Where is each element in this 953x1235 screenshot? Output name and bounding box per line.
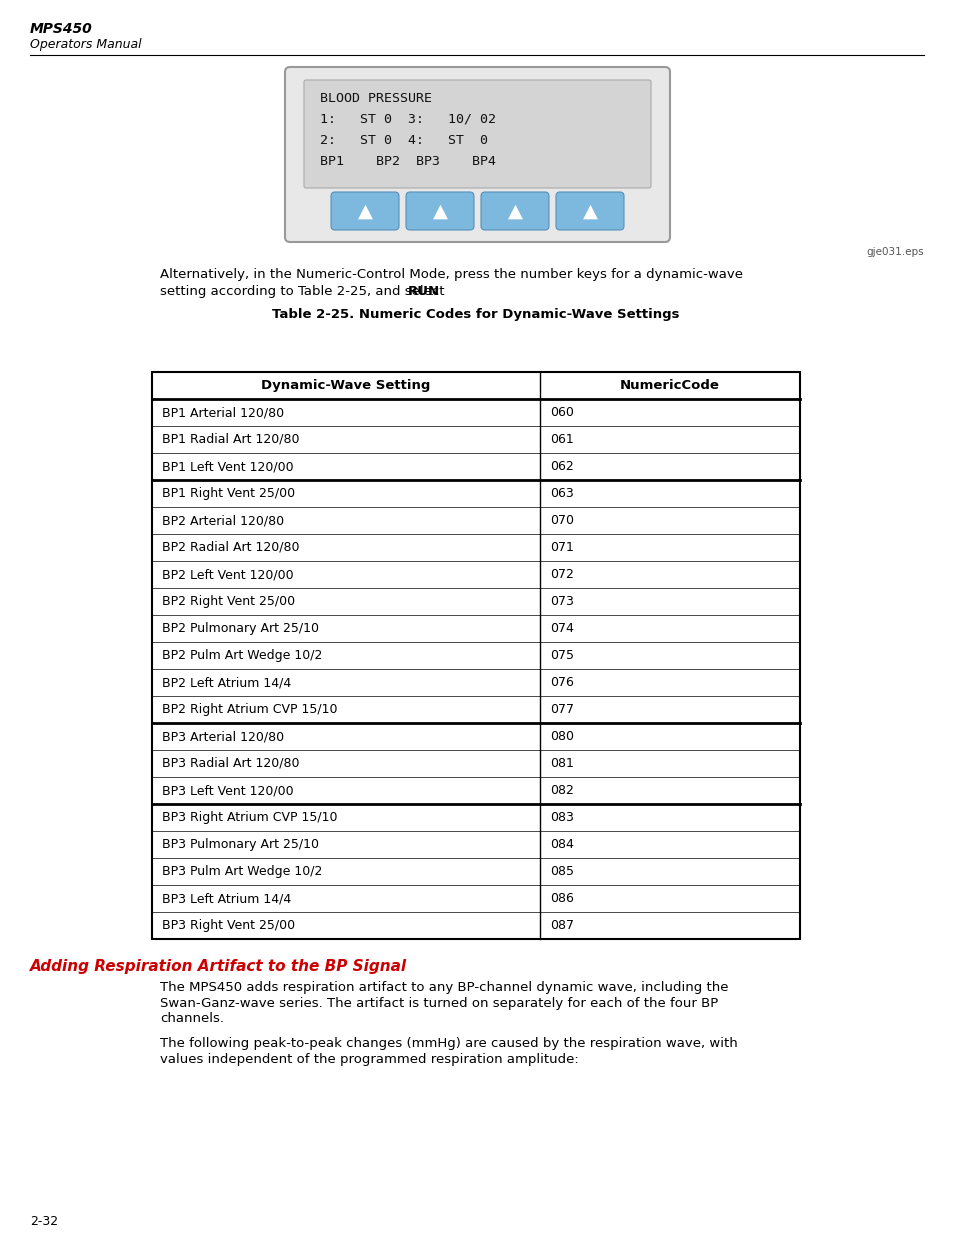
Text: NumericCode: NumericCode [619, 379, 720, 391]
Text: ▲: ▲ [582, 201, 597, 221]
FancyBboxPatch shape [331, 191, 398, 230]
Text: 086: 086 [550, 892, 574, 905]
Text: Operators Manual: Operators Manual [30, 38, 141, 51]
Text: BP1 Arterial 120/80: BP1 Arterial 120/80 [162, 406, 284, 419]
Text: BP2 Pulmonary Art 25/10: BP2 Pulmonary Art 25/10 [162, 622, 318, 635]
Text: 075: 075 [550, 650, 574, 662]
Text: BP3 Pulmonary Art 25/10: BP3 Pulmonary Art 25/10 [162, 839, 318, 851]
Text: BP3 Right Atrium CVP 15/10: BP3 Right Atrium CVP 15/10 [162, 811, 337, 824]
Text: values independent of the programmed respiration amplitude:: values independent of the programmed res… [160, 1053, 578, 1066]
Text: BP1    BP2  BP3    BP4: BP1 BP2 BP3 BP4 [319, 156, 496, 168]
Text: 076: 076 [550, 676, 574, 689]
Text: BP1 Left Vent 120/00: BP1 Left Vent 120/00 [162, 459, 294, 473]
FancyBboxPatch shape [480, 191, 548, 230]
Text: channels.: channels. [160, 1011, 224, 1025]
FancyBboxPatch shape [304, 80, 650, 188]
Text: 080: 080 [550, 730, 574, 743]
Text: BP1 Right Vent 25/00: BP1 Right Vent 25/00 [162, 487, 294, 500]
Text: BP2 Pulm Art Wedge 10/2: BP2 Pulm Art Wedge 10/2 [162, 650, 322, 662]
Text: Swan-Ganz-wave series. The artifact is turned on separately for each of the four: Swan-Ganz-wave series. The artifact is t… [160, 997, 718, 1009]
Text: BP3 Right Vent 25/00: BP3 Right Vent 25/00 [162, 919, 294, 932]
Text: 1:   ST 0  3:   10/ 02: 1: ST 0 3: 10/ 02 [319, 112, 496, 126]
Text: Alternatively, in the Numeric-Control Mode, press the number keys for a dynamic-: Alternatively, in the Numeric-Control Mo… [160, 268, 742, 282]
Text: setting according to Table 2-25, and select: setting according to Table 2-25, and sel… [160, 285, 448, 298]
Text: 082: 082 [550, 784, 574, 797]
Text: MPS450: MPS450 [30, 22, 92, 36]
Text: gje031.eps: gje031.eps [865, 247, 923, 257]
Text: :: : [429, 285, 434, 298]
Text: 072: 072 [550, 568, 574, 580]
Text: BP2 Right Vent 25/00: BP2 Right Vent 25/00 [162, 595, 294, 608]
Text: ▲: ▲ [507, 201, 522, 221]
Text: 085: 085 [550, 864, 574, 878]
Text: 070: 070 [550, 514, 574, 527]
Text: 074: 074 [550, 622, 574, 635]
FancyBboxPatch shape [556, 191, 623, 230]
Text: BP3 Left Vent 120/00: BP3 Left Vent 120/00 [162, 784, 294, 797]
Text: 063: 063 [550, 487, 573, 500]
Text: BP3 Radial Art 120/80: BP3 Radial Art 120/80 [162, 757, 299, 769]
Text: 062: 062 [550, 459, 573, 473]
Text: Dynamic-Wave Setting: Dynamic-Wave Setting [261, 379, 430, 391]
Text: ▲: ▲ [357, 201, 372, 221]
Bar [152, 372, 800, 939]
Text: BP2 Left Atrium 14/4: BP2 Left Atrium 14/4 [162, 676, 291, 689]
Text: 2-32: 2-32 [30, 1215, 58, 1228]
Text: BP2 Left Vent 120/00: BP2 Left Vent 120/00 [162, 568, 294, 580]
Text: BLOOD PRESSURE: BLOOD PRESSURE [319, 91, 432, 105]
Text: BP3 Arterial 120/80: BP3 Arterial 120/80 [162, 730, 284, 743]
Text: Table 2-25. Numeric Codes for Dynamic-Wave Settings: Table 2-25. Numeric Codes for Dynamic-Wa… [272, 308, 679, 321]
Text: The following peak-to-peak changes (mmHg) are caused by the respiration wave, wi: The following peak-to-peak changes (mmHg… [160, 1037, 737, 1051]
FancyBboxPatch shape [285, 67, 669, 242]
Text: 060: 060 [550, 406, 574, 419]
Text: Adding Respiration Artifact to the BP Signal: Adding Respiration Artifact to the BP Si… [30, 960, 407, 974]
Text: BP2 Arterial 120/80: BP2 Arterial 120/80 [162, 514, 284, 527]
Text: 073: 073 [550, 595, 574, 608]
FancyBboxPatch shape [406, 191, 474, 230]
Text: BP1 Radial Art 120/80: BP1 Radial Art 120/80 [162, 433, 299, 446]
Text: BP3 Pulm Art Wedge 10/2: BP3 Pulm Art Wedge 10/2 [162, 864, 322, 878]
Text: 061: 061 [550, 433, 573, 446]
Text: 083: 083 [550, 811, 574, 824]
Text: 081: 081 [550, 757, 574, 769]
Text: 084: 084 [550, 839, 574, 851]
Text: The MPS450 adds respiration artifact to any BP-channel dynamic wave, including t: The MPS450 adds respiration artifact to … [160, 981, 728, 994]
Text: BP2 Radial Art 120/80: BP2 Radial Art 120/80 [162, 541, 299, 555]
Text: 071: 071 [550, 541, 574, 555]
Text: 2:   ST 0  4:   ST  0: 2: ST 0 4: ST 0 [319, 135, 488, 147]
Text: RUN: RUN [407, 285, 439, 298]
Text: BP3 Left Atrium 14/4: BP3 Left Atrium 14/4 [162, 892, 291, 905]
Text: ▲: ▲ [432, 201, 447, 221]
Text: 087: 087 [550, 919, 574, 932]
Text: 077: 077 [550, 703, 574, 716]
Text: BP2 Right Atrium CVP 15/10: BP2 Right Atrium CVP 15/10 [162, 703, 337, 716]
